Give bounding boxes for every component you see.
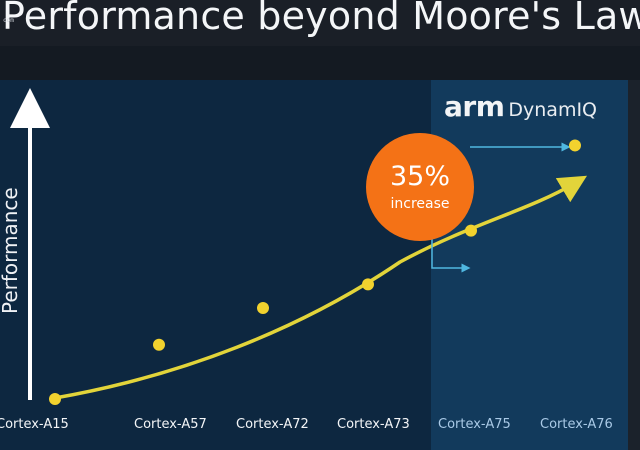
trend-curve (54, 175, 588, 400)
dynamiq-logo-text: DynamIQ (508, 99, 598, 121)
title-bar (0, 0, 640, 46)
increase-caption: increase (390, 196, 450, 212)
data-point-cortex-a75 (465, 224, 477, 237)
x-tick-label-cortex-a73: Cortex-A73 (337, 417, 410, 432)
data-point-cortex-a72 (257, 302, 269, 315)
arm-dynamiq-logo: arm DynamIQ (444, 90, 598, 123)
data-point-cortex-a73 (362, 278, 374, 291)
increase-badge: 35% increase (366, 133, 474, 241)
x-tick-label-cortex-a76: Cortex-A76 (540, 417, 613, 432)
x-tick-label-cortex-a15: Cortex-A15 (0, 417, 69, 432)
arm-logo-text: arm (444, 90, 505, 123)
corner-watermark: com (3, 17, 14, 24)
data-point-cortex-a15 (49, 393, 61, 405)
x-tick-label-cortex-a57: Cortex-A57 (134, 417, 207, 432)
x-tick-label-cortex-a72: Cortex-A72 (236, 417, 309, 432)
increase-value: 35% (389, 161, 450, 192)
x-tick-label-cortex-a75: Cortex-A75 (438, 417, 511, 432)
title-gap (0, 46, 640, 80)
data-point-cortex-a57 (153, 338, 165, 351)
page-title: Performance beyond Moore's Law (2, 0, 640, 38)
data-point-cortex-a76 (569, 139, 581, 152)
slide-edge (628, 80, 640, 450)
